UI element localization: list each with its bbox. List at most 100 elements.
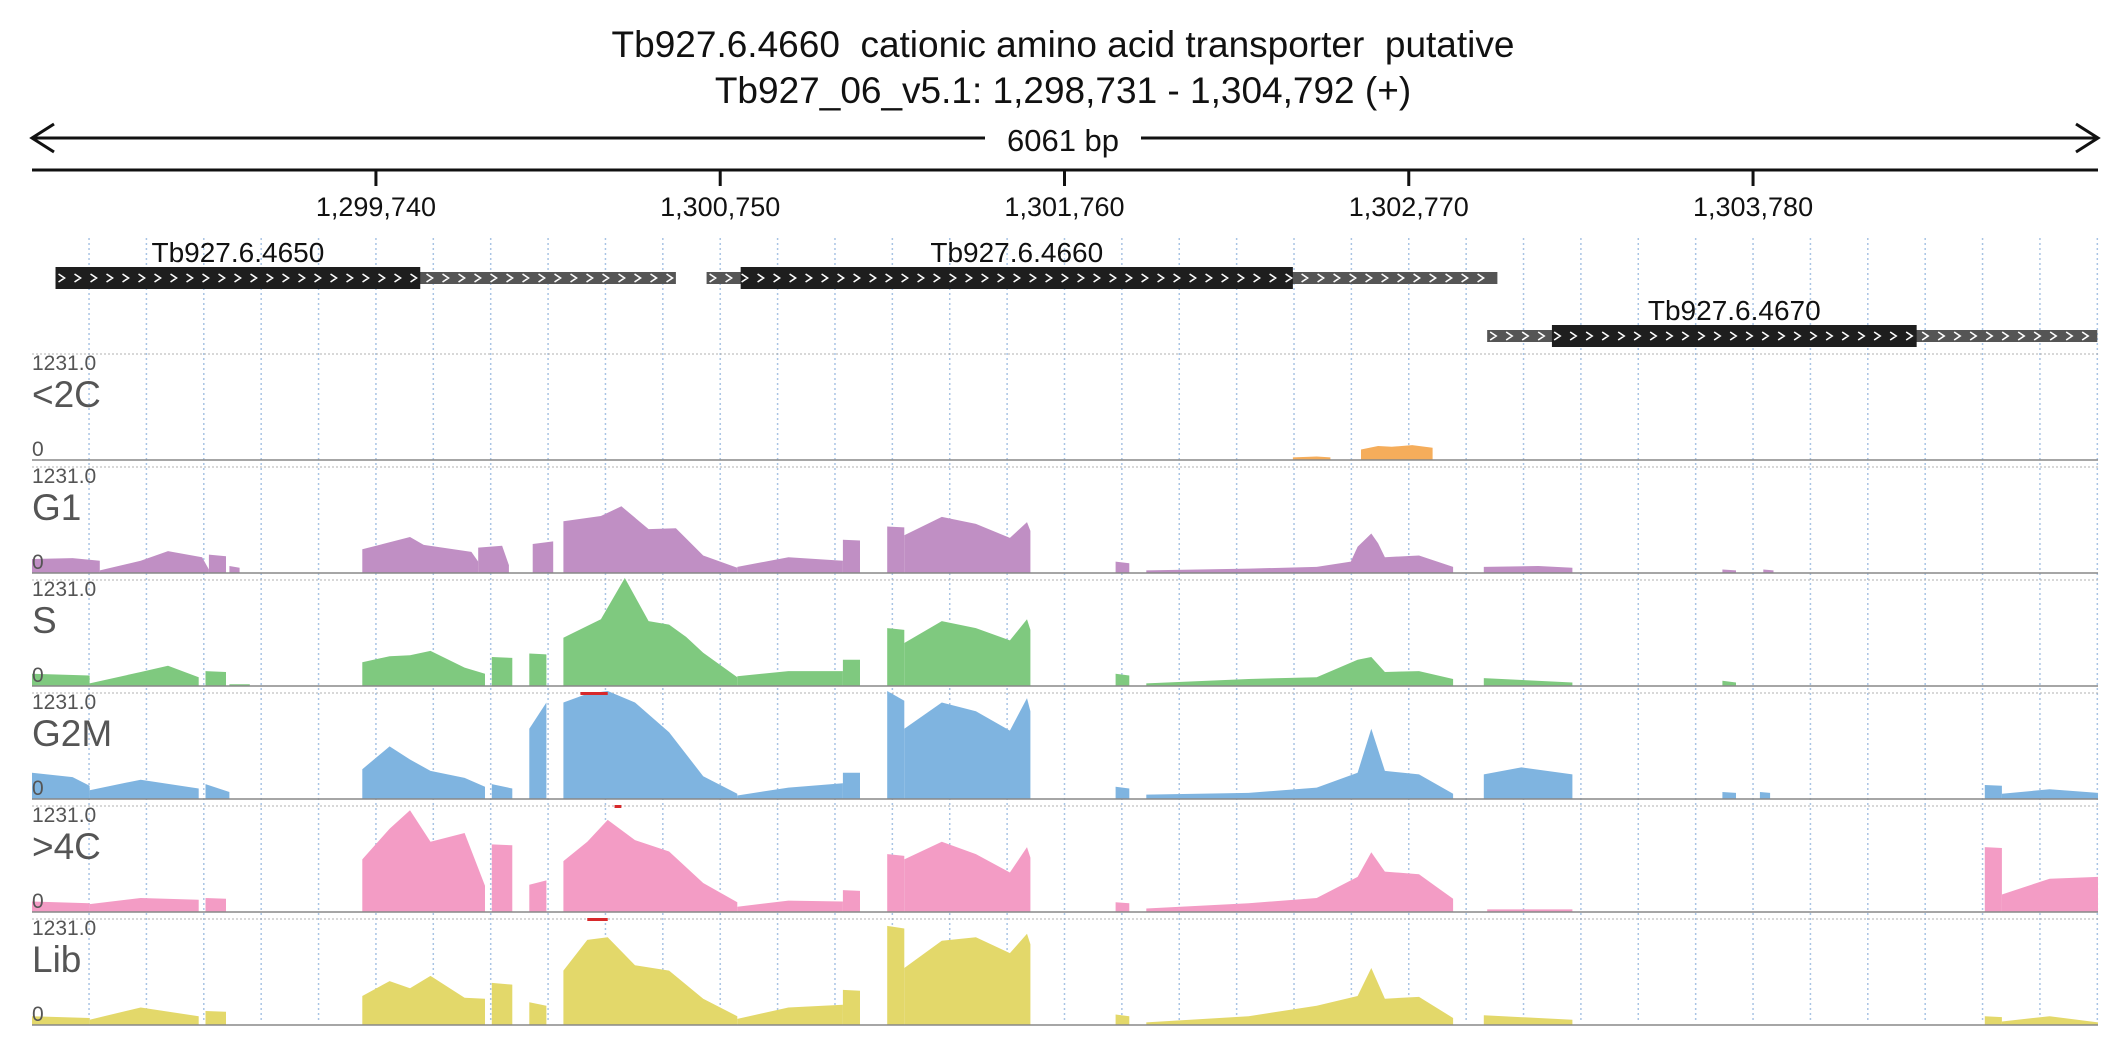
coverage-area — [563, 578, 738, 686]
coverage-area — [491, 784, 513, 799]
coverage-area — [1483, 678, 1573, 686]
coverage-area — [205, 671, 226, 686]
coverage-area — [2001, 1016, 2098, 1025]
ruler-tick-label: 1,303,780 — [1693, 192, 1813, 222]
track-s: 1231.0S 0 — [32, 578, 2098, 687]
clip-marker — [587, 918, 608, 921]
coverage-area — [737, 671, 843, 686]
coverage-area — [842, 890, 860, 912]
coverage-area — [887, 854, 905, 912]
track-max-label: 1231.0 — [32, 578, 96, 601]
gene-model[interactable]: Tb927.6.4670 — [1487, 295, 2098, 347]
coverage-area — [563, 937, 738, 1025]
track-name: Lib — [32, 939, 81, 980]
coverage-area — [904, 933, 1031, 1025]
coverage-area — [1763, 569, 1774, 573]
coverage-area — [842, 989, 860, 1025]
clip-marker — [580, 692, 608, 695]
track-min-label: 0 — [32, 1003, 44, 1026]
coverage-area — [1984, 847, 2002, 912]
coverage-area — [362, 975, 485, 1025]
span-indicator: 6061 bp — [29, 120, 2101, 158]
track-name: >4C — [32, 826, 101, 867]
coverage-area — [1722, 680, 1736, 686]
coverage-area — [99, 551, 209, 573]
coverage-area — [2001, 789, 2098, 799]
coverage-area — [491, 844, 513, 912]
coverage-area — [1146, 657, 1454, 686]
track-max-label: 1231.0 — [32, 352, 96, 375]
coverage-area — [1146, 533, 1454, 573]
gene-model[interactable]: Tb927.6.4660 — [706, 237, 1498, 289]
coverage-tracks: 1231.0<2C01231.0G101231.0S01231.0G2M0123… — [32, 352, 2098, 1026]
clip-marker — [614, 805, 622, 808]
ruler-tick-label: 1,299,740 — [316, 192, 436, 222]
coverage-area — [904, 516, 1031, 573]
coverage-area — [491, 982, 513, 1025]
coverage-area — [1984, 785, 2002, 799]
coverage-area — [32, 558, 100, 573]
coverage-area — [1115, 673, 1130, 686]
track-min-label: 0 — [32, 890, 44, 913]
coverage-area — [529, 702, 547, 799]
title-locus: Tb927_06_v5.1: 1,298,731 - 1,304,792 (+) — [714, 70, 1412, 111]
strand-arrow-icon — [1489, 331, 2090, 341]
track-min-label: 0 — [32, 777, 44, 800]
track-max-label: 1231.0 — [32, 691, 96, 714]
coverage-area — [904, 841, 1031, 912]
coverage-area — [32, 901, 90, 912]
coverage-area — [737, 557, 843, 573]
span-label: 6061 bp — [1007, 123, 1119, 158]
strand-arrow-icon — [709, 273, 1486, 283]
coverage-area — [1146, 968, 1454, 1025]
coverage-area — [737, 783, 843, 799]
coverage-area — [1984, 1016, 2002, 1025]
track-g1: 1231.0G1 0 — [32, 465, 2098, 574]
ruler-tick-label: 1,302,770 — [1349, 192, 1469, 222]
strand-arrow-icon — [58, 273, 674, 283]
gene-model[interactable]: Tb927.6.4650 — [55, 237, 676, 289]
gene-label: Tb927.6.4670 — [1648, 295, 1821, 326]
coverage-area — [2001, 876, 2098, 912]
gene-cds — [740, 267, 1293, 289]
coverage-area — [1115, 1014, 1130, 1025]
coverage-area — [89, 665, 199, 686]
coverage-area — [89, 898, 199, 912]
coverage-area — [532, 541, 554, 573]
coverage-area — [887, 925, 905, 1025]
track-name: <2C — [32, 374, 101, 415]
coverage-area — [529, 653, 547, 686]
coverage-area — [1361, 445, 1433, 460]
coverage-area — [362, 537, 479, 573]
coverage-area — [491, 657, 513, 686]
coverage-area — [229, 566, 240, 573]
title-gene: Tb927.6.4660 cationic amino acid transpo… — [611, 24, 1515, 65]
coverage-area — [1722, 792, 1736, 799]
track-name: S — [32, 600, 57, 641]
coverage-area — [887, 526, 905, 573]
track-min-label: 0 — [32, 551, 44, 574]
track-name: G1 — [32, 487, 81, 528]
coverage-area — [89, 779, 199, 799]
ruler-tick-label: 1,300,750 — [660, 192, 780, 222]
coverage-area — [887, 691, 905, 799]
coverage-area — [1483, 1015, 1573, 1025]
coverage-area — [737, 900, 843, 912]
track-min-label: 0 — [32, 438, 44, 461]
coverage-area — [737, 1004, 843, 1025]
coverage-area — [563, 819, 738, 912]
ruler-tick-label: 1,301,760 — [1004, 192, 1124, 222]
coverage-area — [1722, 569, 1736, 573]
coverage-area — [205, 898, 226, 912]
track-max-label: 1231.0 — [32, 917, 96, 940]
coverage-area — [904, 698, 1031, 799]
coverage-area — [89, 1007, 199, 1025]
coverage-area — [32, 1016, 90, 1025]
coverage-area — [1292, 456, 1331, 460]
coverage-area — [362, 746, 485, 799]
coverage-area — [1759, 792, 1771, 799]
coverage-area — [205, 784, 230, 799]
